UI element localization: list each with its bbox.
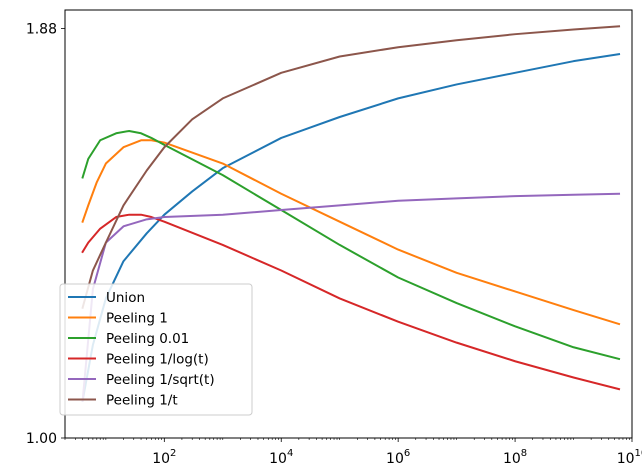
- series-line-1: [81, 139, 621, 326]
- legend-label-2: Peeling 0.01: [106, 331, 189, 347]
- series-line-5: [81, 25, 621, 309]
- x-tick-label-1: 104: [269, 448, 293, 467]
- legend: Union Peeling 1 Peeling 0.01 Peeling 1/log(…: [59, 283, 253, 416]
- x-tick-label-4: 1010: [617, 448, 642, 467]
- legend-label-4: Peeling 1/sqrt(t): [106, 372, 215, 388]
- legend-label-0: Union: [106, 290, 145, 306]
- series-line-2: [81, 129, 621, 361]
- y-tick-label-1: 1.88: [26, 22, 57, 38]
- plot-frame: [64, 9, 633, 439]
- x-tick-label-3: 108: [503, 448, 527, 467]
- legend-label-1: Peeling 1: [106, 311, 168, 327]
- series-line-4: [81, 192, 621, 402]
- x-tick-label-2: 106: [386, 448, 410, 467]
- legend-box: [59, 283, 253, 416]
- y-tick-label-0: 1.00: [26, 431, 57, 447]
- axis-layer: 1.00 1.88 102 104 106 108 1010: [26, 22, 642, 467]
- series-line-3: [81, 213, 621, 391]
- legend-label-3: Peeling 1/log(t): [106, 352, 209, 368]
- x-tick-label-0: 102: [152, 448, 176, 467]
- legend-label-5: Peeling 1/t: [106, 393, 178, 409]
